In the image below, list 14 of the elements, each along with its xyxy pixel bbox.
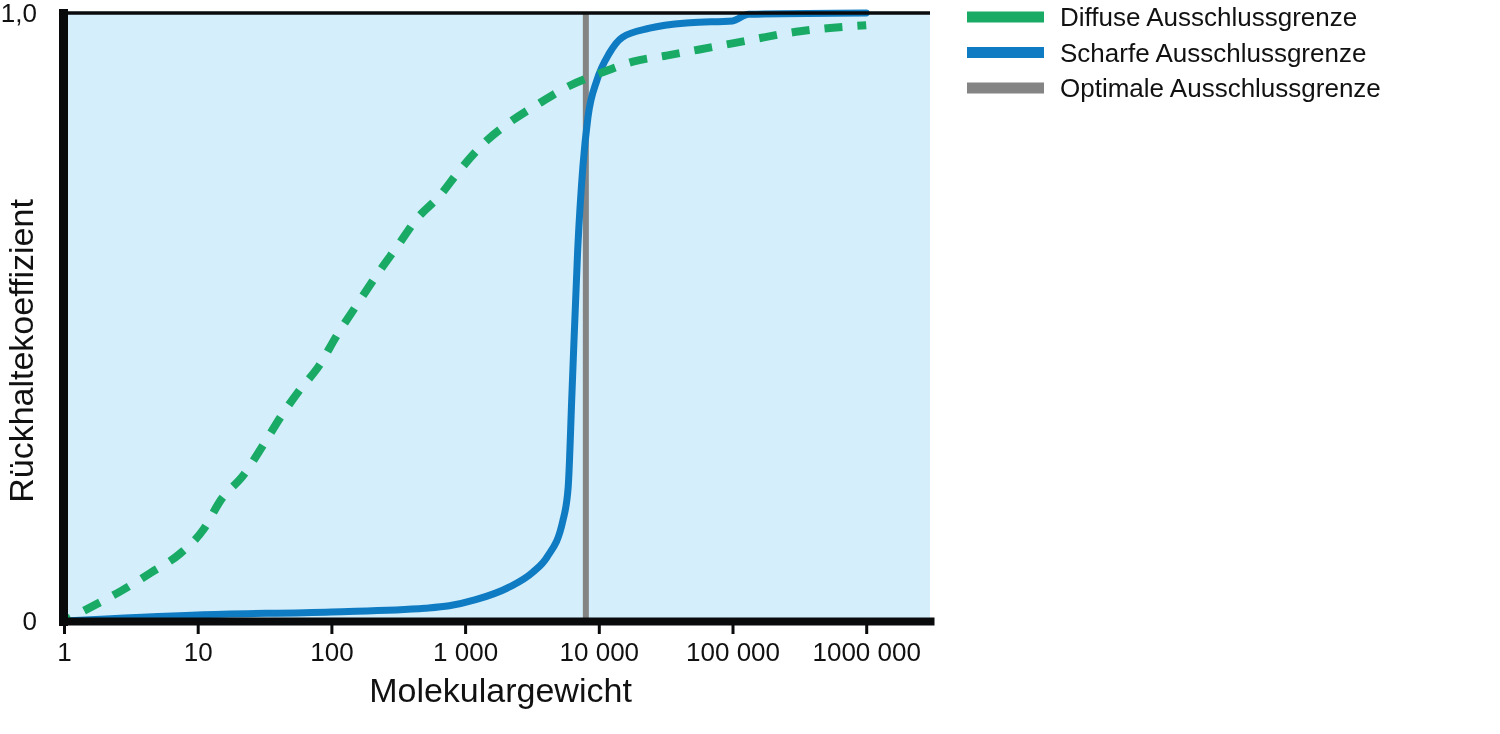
x-tick-label: 1 000 (433, 637, 499, 668)
y-tick-label: 0 (22, 605, 37, 636)
legend-label: Scharfe Ausschlussgrenze (1060, 37, 1367, 68)
y-axis-title: Rückhaltekoeffizient (2, 198, 40, 503)
legend-label: Optimale Ausschlussgrenze (1060, 73, 1381, 104)
x-tick-label: 10 000 (559, 637, 640, 668)
x-tick-label: 1 (57, 637, 72, 668)
x-axis-title: Molekulargewicht (369, 671, 633, 709)
x-tick-label: 10 (183, 637, 213, 668)
x-tick-label: 1000 000 (812, 637, 921, 668)
x-tick-label: 100 (310, 637, 354, 668)
y-tick-label: 1,0 (0, 0, 37, 28)
x-tick-label: 100 000 (686, 637, 780, 668)
legend-label: Diffuse Ausschlussgrenze (1060, 2, 1358, 33)
